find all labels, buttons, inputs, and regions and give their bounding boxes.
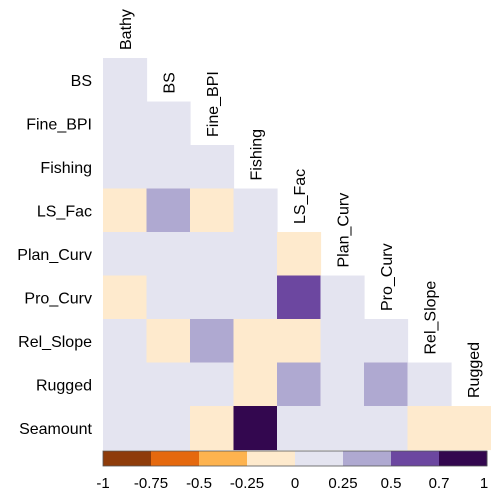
column-label: Plan_Curv bbox=[335, 193, 352, 268]
heatmap-cell-Fine_BPI-Bathy bbox=[103, 101, 148, 146]
colorbar-tick-label: 0.5 bbox=[381, 475, 402, 491]
row-label: Plan_Curv bbox=[17, 247, 92, 264]
row-label: Rugged bbox=[36, 377, 92, 394]
heatmap-cell-LS_Fac-Fine_BPI bbox=[190, 188, 235, 233]
heatmap-cell-Pro_Curv-Bathy bbox=[103, 275, 148, 320]
column-label: Fine_BPI bbox=[205, 71, 222, 137]
column-label: Fishing bbox=[248, 129, 265, 181]
row-label: Rel_Slope bbox=[18, 334, 92, 351]
heatmap-cell-Fine_BPI-BS bbox=[146, 101, 191, 146]
heatmap-cell-BS-Bathy bbox=[103, 58, 148, 103]
column-label: BS bbox=[161, 72, 178, 93]
column-label: Rugged bbox=[466, 342, 483, 398]
heatmap-cell-Pro_Curv-Fishing bbox=[233, 275, 278, 320]
heatmap-cell-Seamount-Fine_BPI bbox=[190, 406, 235, 451]
heatmap-cell-Pro_Curv-BS bbox=[146, 275, 191, 320]
heatmap-cell-Seamount-LS_Fac bbox=[277, 406, 322, 451]
heatmap-cell-Plan_Curv-Fine_BPI bbox=[190, 232, 235, 277]
heatmap-cell-Seamount-Bathy bbox=[103, 406, 148, 451]
colorbar-segment bbox=[199, 451, 248, 466]
heatmap-cell-Rugged-Rel_Slope bbox=[407, 362, 452, 407]
row-label: Pro_Curv bbox=[24, 290, 92, 307]
colorbar-frame bbox=[102, 450, 488, 467]
heatmap-cell-Fishing-Bathy bbox=[103, 145, 148, 190]
heatmap-cell-Seamount-Plan_Curv bbox=[320, 406, 365, 451]
colorbar-segment bbox=[295, 451, 344, 466]
heatmap-cell-LS_Fac-Fishing bbox=[233, 188, 278, 233]
colorbar-segment bbox=[247, 451, 296, 466]
heatmap-cell-LS_Fac-Bathy bbox=[103, 188, 148, 233]
row-label: Fishing bbox=[40, 160, 92, 177]
heatmap-cell-LS_Fac-BS bbox=[146, 188, 191, 233]
heatmap-cell-Seamount-Pro_Curv bbox=[364, 406, 409, 451]
colorbar-segment bbox=[439, 451, 488, 466]
heatmap-cell-Rel_Slope-Fine_BPI bbox=[190, 319, 235, 364]
row-label: LS_Fac bbox=[37, 203, 92, 220]
colorbar-segment bbox=[343, 451, 392, 466]
colorbar-tick-label: 0.25 bbox=[328, 475, 357, 491]
row-label: Fine_BPI bbox=[26, 116, 92, 133]
colorbar-tick-label: 1 bbox=[480, 475, 488, 491]
heatmap-cell-Seamount-Rugged bbox=[451, 406, 491, 451]
heatmap-cell-Rugged-Bathy bbox=[103, 362, 148, 407]
heatmap-cell-Seamount-Fishing bbox=[233, 406, 278, 451]
heatmap-cell-Seamount-BS bbox=[146, 406, 191, 451]
colorbar-tick-label: -0.25 bbox=[230, 475, 264, 491]
colorbar-segment bbox=[391, 451, 440, 466]
colorbar-segment bbox=[103, 451, 152, 466]
colorbar-tick-label: -0.75 bbox=[134, 475, 168, 491]
colorbar-tick-label: 0.7 bbox=[429, 475, 450, 491]
heatmap-cell-Pro_Curv-Fine_BPI bbox=[190, 275, 235, 320]
heatmap-cell-Rel_Slope-BS bbox=[146, 319, 191, 364]
column-label: Bathy bbox=[118, 9, 135, 50]
column-label: Pro_Curv bbox=[379, 243, 396, 311]
heatmap-cell-Rugged-Fine_BPI bbox=[190, 362, 235, 407]
column-label: Rel_Slope bbox=[422, 281, 439, 355]
heatmap-cell-Plan_Curv-Bathy bbox=[103, 232, 148, 277]
colorbar-tick-label: 0 bbox=[291, 475, 299, 491]
colorbar-tick-label: -0.5 bbox=[186, 475, 212, 491]
column-label: LS_Fac bbox=[292, 169, 309, 224]
row-label: Seamount bbox=[19, 421, 92, 438]
colorbar-segment bbox=[151, 451, 200, 466]
heatmap-cell-Rugged-Fishing bbox=[233, 362, 278, 407]
heatmap-cell-Rel_Slope-Plan_Curv bbox=[320, 319, 365, 364]
heatmap-cell-Rugged-Plan_Curv bbox=[320, 362, 365, 407]
heatmap-cell-Pro_Curv-Plan_Curv bbox=[320, 275, 365, 320]
heatmap-cell-Rel_Slope-Fishing bbox=[233, 319, 278, 364]
heatmap-cell-Rel_Slope-Pro_Curv bbox=[364, 319, 409, 364]
heatmap-cell-Rugged-Pro_Curv bbox=[364, 362, 409, 407]
heatmap-cell-Seamount-Rel_Slope bbox=[407, 406, 452, 451]
heatmap-cell-Rugged-LS_Fac bbox=[277, 362, 322, 407]
heatmap-cell-Plan_Curv-Fishing bbox=[233, 232, 278, 277]
heatmap-cell-Rel_Slope-Bathy bbox=[103, 319, 148, 364]
heatmap-cell-Fishing-BS bbox=[146, 145, 191, 190]
heatmap-cell-Fishing-Fine_BPI bbox=[190, 145, 235, 190]
heatmap-cell-Pro_Curv-LS_Fac bbox=[277, 275, 322, 320]
heatmap-cell-Rel_Slope-LS_Fac bbox=[277, 319, 322, 364]
colorbar-tick-label: -1 bbox=[96, 475, 109, 491]
heatmap-cell-Plan_Curv-LS_Fac bbox=[277, 232, 322, 277]
row-label: BS bbox=[71, 73, 92, 90]
heatmap-cell-Rugged-BS bbox=[146, 362, 191, 407]
heatmap-cell-Plan_Curv-BS bbox=[146, 232, 191, 277]
